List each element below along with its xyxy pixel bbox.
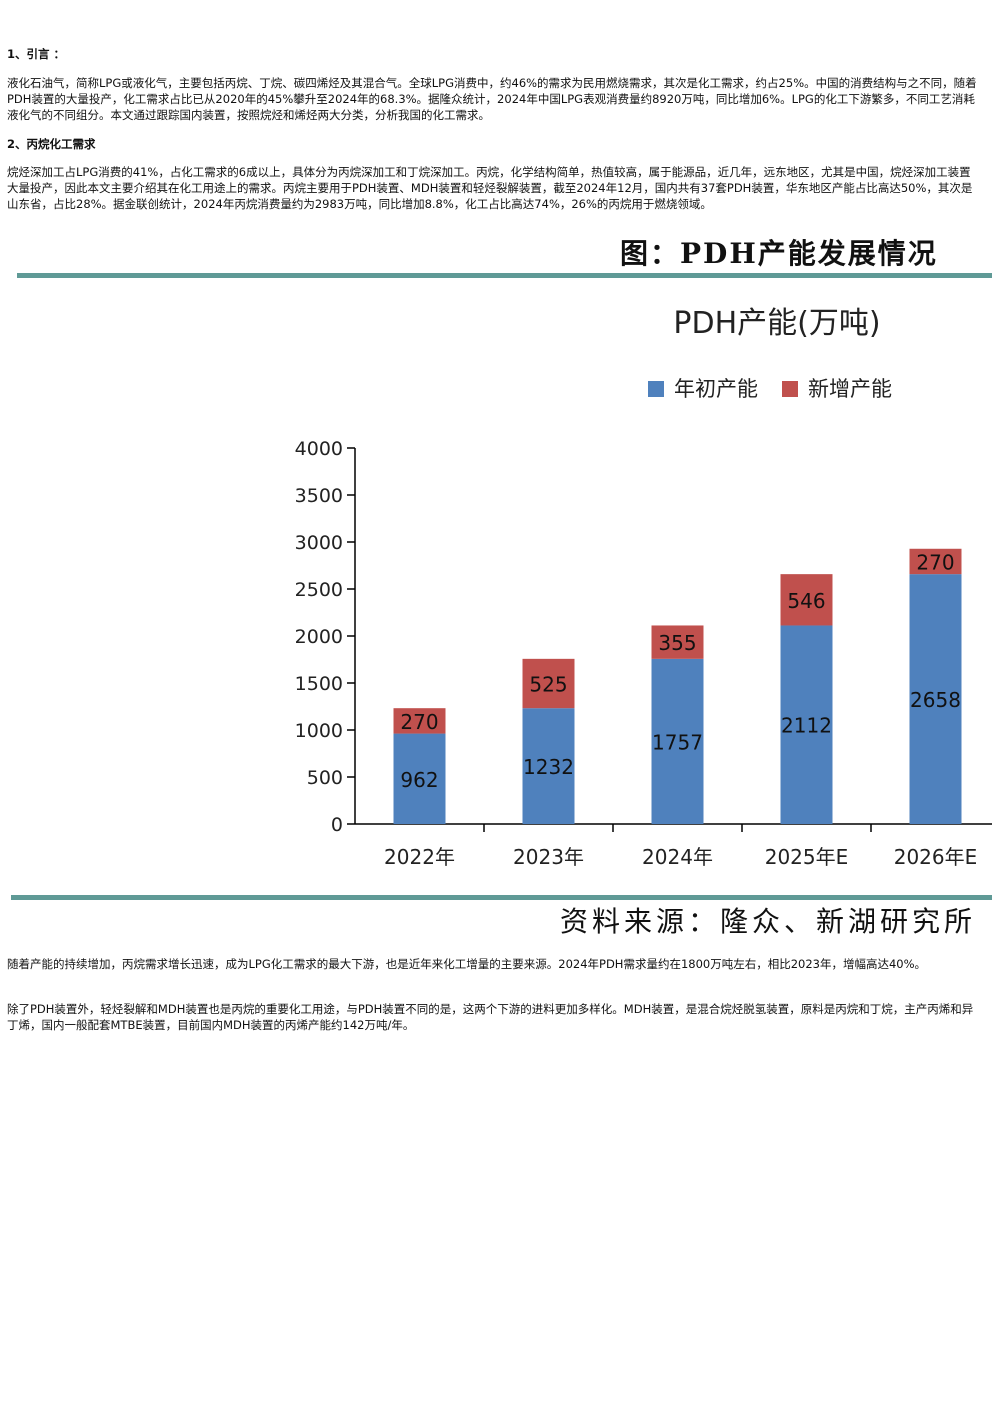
x-tick-label: 2023年: [513, 845, 584, 869]
y-tick-label: 1000: [295, 720, 343, 742]
bar-new-capacity: [393, 708, 446, 734]
x-tick-label: 2026年E: [894, 845, 978, 869]
bar-start-capacity: [522, 708, 575, 824]
bar-new-capacity: [909, 548, 962, 575]
bar-new-capacity: [651, 625, 704, 659]
y-tick-label: 2000: [295, 626, 343, 648]
bar-start-capacity: [780, 625, 833, 824]
figure-source: 资料来源：隆众、新湖研究所: [560, 905, 977, 938]
data-label: 270: [916, 550, 954, 574]
figure-bottom-rule: [11, 895, 992, 900]
bar-new-capacity: [522, 658, 575, 709]
data-label: 270: [400, 710, 438, 734]
chart-title: PDH产能(万吨): [673, 306, 880, 341]
bar-start-capacity: [651, 658, 704, 824]
legend-label-2: 新增产能: [808, 377, 892, 401]
data-label: 525: [529, 673, 567, 697]
section2-heading: 2、丙烷化工需求: [7, 137, 96, 151]
after-figure-paragraph-1: 随着产能的持续增加，丙烷需求增长迅速，成为LPG化工需求的最大下游，也是近年来化…: [7, 957, 927, 971]
pdh-capacity-chart: PDH产能(万吨) 年初产能 新增产能 0 500 1000 1500 2000 2500 300…: [295, 306, 992, 869]
data-label: 1232: [523, 755, 574, 779]
data-label: 546: [787, 589, 825, 613]
figure-pdh-capacity: 图：PDH产能发展情况 PDH产能(万吨) 年初产能 新增产能 0 500 1000 150…: [0, 226, 992, 946]
x-tick-label: 2024年: [642, 845, 713, 869]
data-label: 355: [658, 631, 696, 655]
data-label: 962: [400, 768, 438, 792]
after-figure-paragraph-2: 除了PDH装置外，轻烃裂解和MDH装置也是丙烷的重要化工用途，与PDH装置不同的…: [7, 1002, 974, 1032]
bar-start-capacity: [393, 733, 446, 824]
data-label: 1757: [652, 730, 703, 754]
section2-paragraph: 烷烃深加工占LPG消费的41%，占化工需求的6成以上，具体分为丙烷深加工和丁烷深…: [7, 165, 973, 211]
figure-title: 图：PDH产能发展情况: [620, 237, 938, 270]
bar-new-capacity: [780, 574, 833, 626]
section1-heading: 1、引言 ：: [7, 47, 66, 61]
y-tick-label: 1500: [295, 673, 343, 695]
y-tick-label: 3500: [295, 485, 343, 507]
data-label: 2112: [781, 714, 832, 738]
x-tick-label: 2022年: [384, 845, 455, 869]
y-tick-label: 3000: [295, 532, 343, 554]
legend-label-1: 年初产能: [674, 377, 758, 401]
legend-swatch-1: [648, 381, 664, 397]
data-label: 2658: [910, 688, 961, 712]
legend-swatch-2: [782, 381, 798, 397]
y-tick-label: 2500: [295, 579, 343, 601]
figure-top-rule: [17, 273, 992, 278]
bar-start-capacity: [909, 574, 962, 824]
y-tick-label: 0: [331, 814, 343, 836]
y-tick-label: 500: [307, 767, 343, 789]
x-tick-label: 2025年E: [765, 845, 849, 869]
y-tick-label: 4000: [295, 438, 343, 460]
section1-paragraph: 液化石油气，简称LPG或液化气，主要包括丙烷、丁烷、碳四烯烃及其混合气。全球LP…: [7, 76, 977, 122]
